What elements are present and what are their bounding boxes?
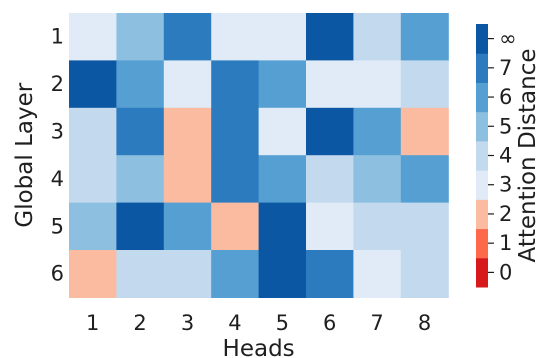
heatmap-cell (306, 107, 354, 156)
colorbar-tick-label: 3 (499, 173, 512, 197)
colorbar-segment (476, 170, 488, 200)
heatmap-cell (306, 250, 354, 298)
heatmap-cell (258, 107, 307, 156)
heatmap-cell (116, 13, 165, 61)
heatmap-cell (353, 155, 402, 204)
heatmap-cell (400, 155, 449, 204)
heatmap-cell (163, 13, 212, 61)
heatmap-cell (353, 250, 402, 298)
colorbar-tick-label: 5 (499, 114, 512, 138)
heatmap-cell (306, 202, 354, 251)
heatmap-cell (116, 250, 165, 298)
x-tick-label: 8 (418, 311, 431, 335)
heatmap-cell (163, 250, 212, 298)
x-axis-title: Heads (223, 336, 295, 358)
heatmap-cell (116, 155, 165, 204)
heatmap-cell (69, 13, 117, 61)
colorbar-tick-label: ∞ (499, 27, 517, 51)
colorbar-tick-label: 0 (499, 260, 512, 284)
colorbar-tick-label: 7 (499, 56, 512, 80)
heatmap-cell (258, 250, 307, 298)
heatmap-cell (211, 155, 260, 204)
heatmap-cell (116, 60, 165, 109)
y-tick-label: 4 (51, 167, 64, 191)
heatmap-cell (306, 60, 354, 109)
colorbar-segment (476, 257, 488, 288)
colorbar-tick-label: 4 (499, 144, 512, 168)
heatmap-cell (69, 202, 117, 251)
heatmap-cell (400, 250, 449, 298)
heatmap-cell (258, 60, 307, 109)
colorbar-segment (476, 53, 488, 83)
colorbar-segment (476, 199, 488, 230)
y-tick-label: 1 (51, 25, 64, 49)
heatmap-cell (211, 13, 260, 61)
heatmap-cell (69, 107, 117, 156)
heatmap-cell (353, 60, 402, 109)
heatmap-cell (400, 60, 449, 109)
heatmap-cell (353, 13, 402, 61)
heatmap-cell (69, 250, 117, 298)
x-tick-label: 2 (133, 311, 146, 335)
y-tick-label: 5 (51, 214, 64, 238)
heatmap-cell (258, 202, 307, 251)
y-axis-title: Global Layer (12, 82, 38, 227)
heatmap-cell (163, 107, 212, 156)
heatmap-cell (211, 202, 260, 251)
colorbar-segment (476, 140, 488, 171)
y-tick-label: 2 (51, 72, 64, 96)
heatmap-cell (258, 13, 307, 61)
heatmap-cell (211, 250, 260, 298)
colorbar-segment (476, 111, 488, 142)
heatmap-cell (163, 202, 212, 251)
colorbar-segment (476, 82, 488, 113)
heatmap-cell (163, 155, 212, 204)
x-tick-label: 4 (228, 311, 241, 335)
heatmap-cell (400, 107, 449, 156)
heatmap-grid (69, 13, 449, 298)
x-tick-label: 6 (323, 311, 336, 335)
y-tick-label: 3 (51, 120, 64, 144)
colorbar-segment (476, 24, 488, 54)
heatmap-cell (69, 155, 117, 204)
heatmap-cell (258, 155, 307, 204)
heatmap-cell (400, 13, 449, 61)
heatmap-cell (353, 107, 402, 156)
heatmap-cell (306, 155, 354, 204)
y-tick-label: 6 (51, 262, 64, 286)
colorbar: 0 1 2 3 4 5 6 7 ∞ (476, 24, 517, 288)
heatmap-cell (306, 13, 354, 61)
x-tick-label: 7 (370, 311, 383, 335)
heatmap-cell (116, 107, 165, 156)
colorbar-tick-label: 2 (499, 202, 512, 226)
heatmap-cell (163, 60, 212, 109)
heatmap-cell (69, 60, 117, 109)
heatmap-cell (353, 202, 402, 251)
x-tick-label: 1 (86, 311, 99, 335)
heatmap-cell (116, 202, 165, 251)
colorbar-segment (476, 228, 488, 259)
heatmap-cell (211, 60, 260, 109)
colorbar-title: Attention Distance (515, 48, 541, 262)
x-tick-label: 3 (181, 311, 194, 335)
colorbar-tick-label: 1 (499, 231, 512, 255)
colorbar-tick-label: 6 (499, 85, 512, 109)
heatmap-cell (211, 107, 260, 156)
x-tick-label: 5 (276, 311, 289, 335)
heatmap-cell (400, 202, 449, 251)
